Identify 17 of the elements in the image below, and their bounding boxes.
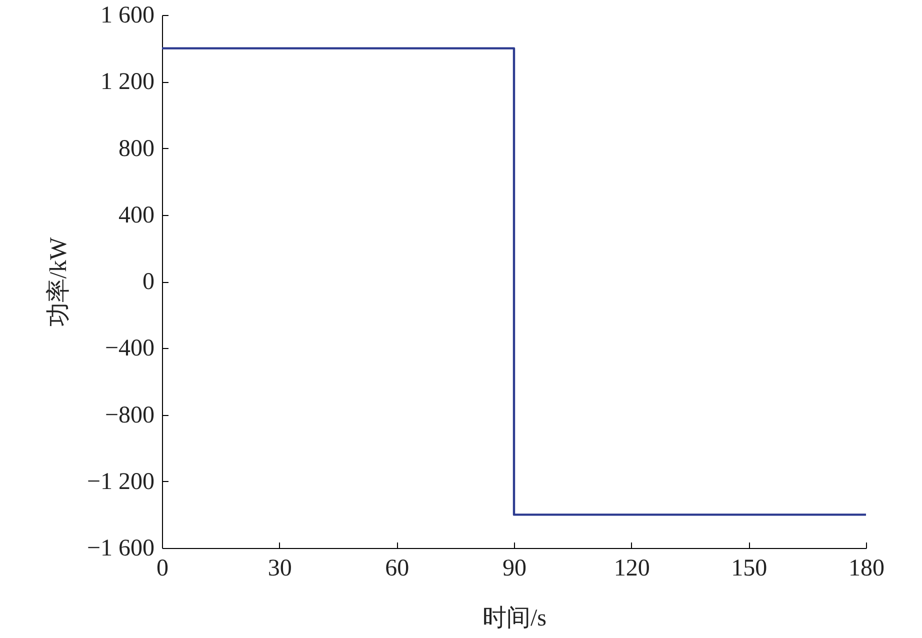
x-tick-label: 90	[502, 556, 526, 582]
y-tick-label: 0	[142, 269, 154, 295]
y-tick-label: −800	[104, 402, 154, 428]
y-tick-label: 800	[118, 136, 154, 162]
x-tick-label: 30	[268, 556, 292, 582]
y-tick-label: −1 200	[86, 468, 154, 495]
x-axis-title: 时间/s	[482, 606, 547, 632]
y-tick-label: 1 600	[100, 2, 154, 28]
y-tick-label: 1 200	[100, 69, 154, 96]
x-tick-label: 150	[731, 556, 768, 582]
y-axis-title: 功率/kW	[44, 236, 72, 327]
y-tick-label: −400	[104, 336, 154, 362]
x-tick-label: 180	[848, 556, 884, 582]
y-tick-label: 400	[118, 202, 154, 228]
x-tick-label: 60	[385, 556, 410, 582]
x-tick-label: 120	[614, 556, 650, 582]
y-tick-label: −1 600	[86, 536, 154, 562]
